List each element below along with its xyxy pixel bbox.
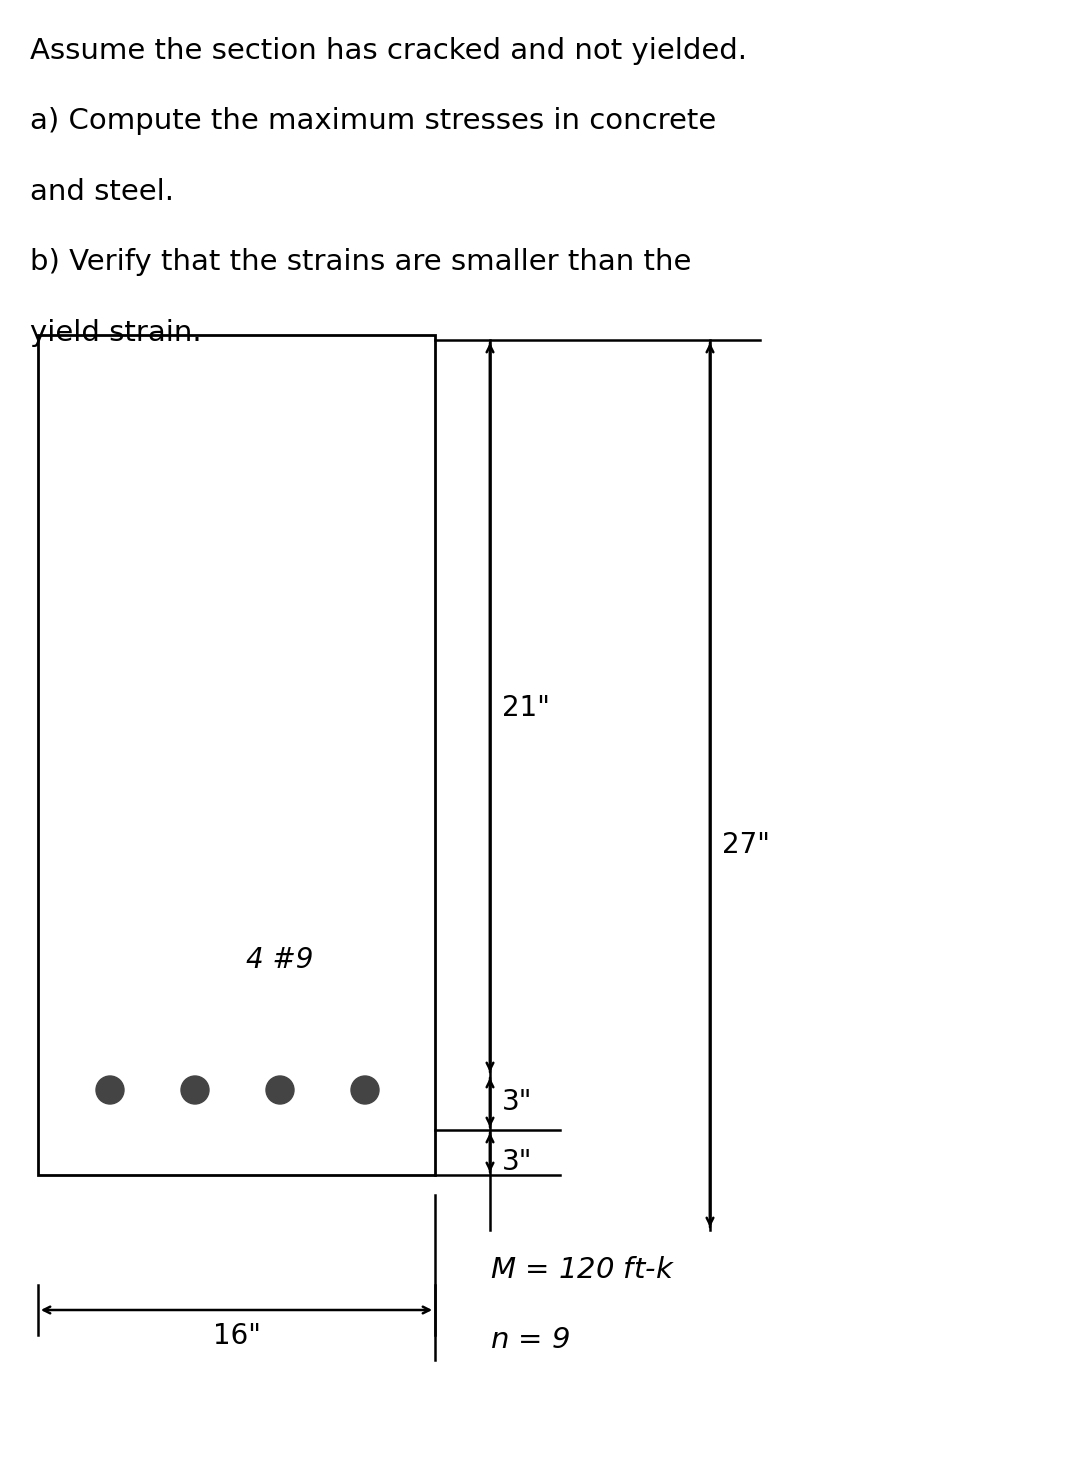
Text: $M$ = 120 ft-k: $M$ = 120 ft-k <box>490 1255 675 1283</box>
Text: 4 #9: 4 #9 <box>246 947 313 975</box>
Circle shape <box>351 1076 379 1104</box>
Circle shape <box>181 1076 210 1104</box>
Text: Assume the section has cracked and not yielded.: Assume the section has cracked and not y… <box>30 37 747 65</box>
Text: and steel.: and steel. <box>30 178 174 206</box>
Text: 21": 21" <box>502 694 550 722</box>
Text: b) Verify that the strains are smaller than the: b) Verify that the strains are smaller t… <box>30 248 691 276</box>
Text: $n$ = 9: $n$ = 9 <box>490 1326 570 1354</box>
Text: 16": 16" <box>213 1322 260 1349</box>
Text: 27": 27" <box>723 831 770 858</box>
Text: 3": 3" <box>502 1148 532 1176</box>
Circle shape <box>266 1076 294 1104</box>
Text: yield strain.: yield strain. <box>30 319 202 347</box>
Bar <box>38 335 435 1175</box>
Text: a) Compute the maximum stresses in concrete: a) Compute the maximum stresses in concr… <box>30 107 716 135</box>
Text: 3": 3" <box>502 1088 532 1117</box>
Circle shape <box>96 1076 124 1104</box>
